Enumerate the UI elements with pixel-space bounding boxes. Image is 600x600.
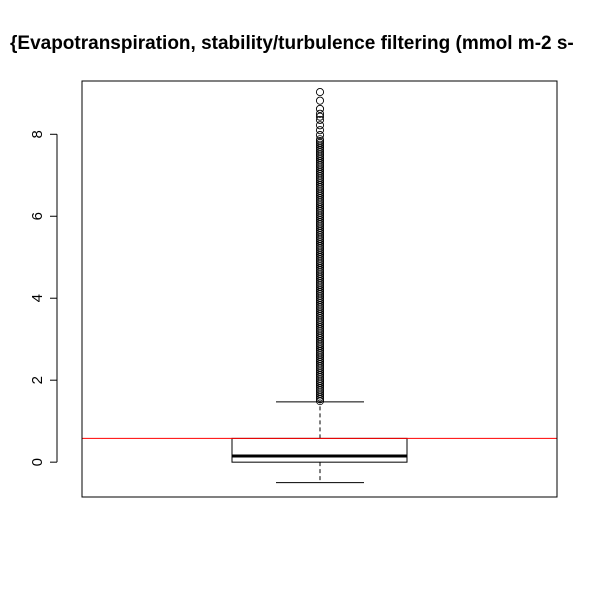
y-tick-label: 2 [29,376,46,384]
plot-frame [81,80,558,498]
y-tick-label: 8 [29,130,46,138]
y-tick-label: 4 [29,294,46,302]
chart-title: {Evapotranspiration, stability/turbulenc… [10,33,574,54]
y-tick-label: 0 [29,458,46,466]
outlier-point [315,137,324,146]
y-tick-label: 6 [29,212,46,220]
outlier-point [315,140,324,149]
outlier-point [315,104,325,113]
outlier-point [315,112,325,121]
outlier-point [315,115,325,124]
outlier-point [315,138,324,147]
box-iqr [231,437,408,463]
outlier-point [315,126,325,135]
outlier-point [315,88,325,97]
outlier-point [315,135,324,144]
outlier-point [315,131,325,140]
outlier-point [315,109,325,118]
outlier-point [315,121,325,130]
plot-area: 0 2 4 6 8 [29,88,557,484]
outlier-point [315,96,325,105]
